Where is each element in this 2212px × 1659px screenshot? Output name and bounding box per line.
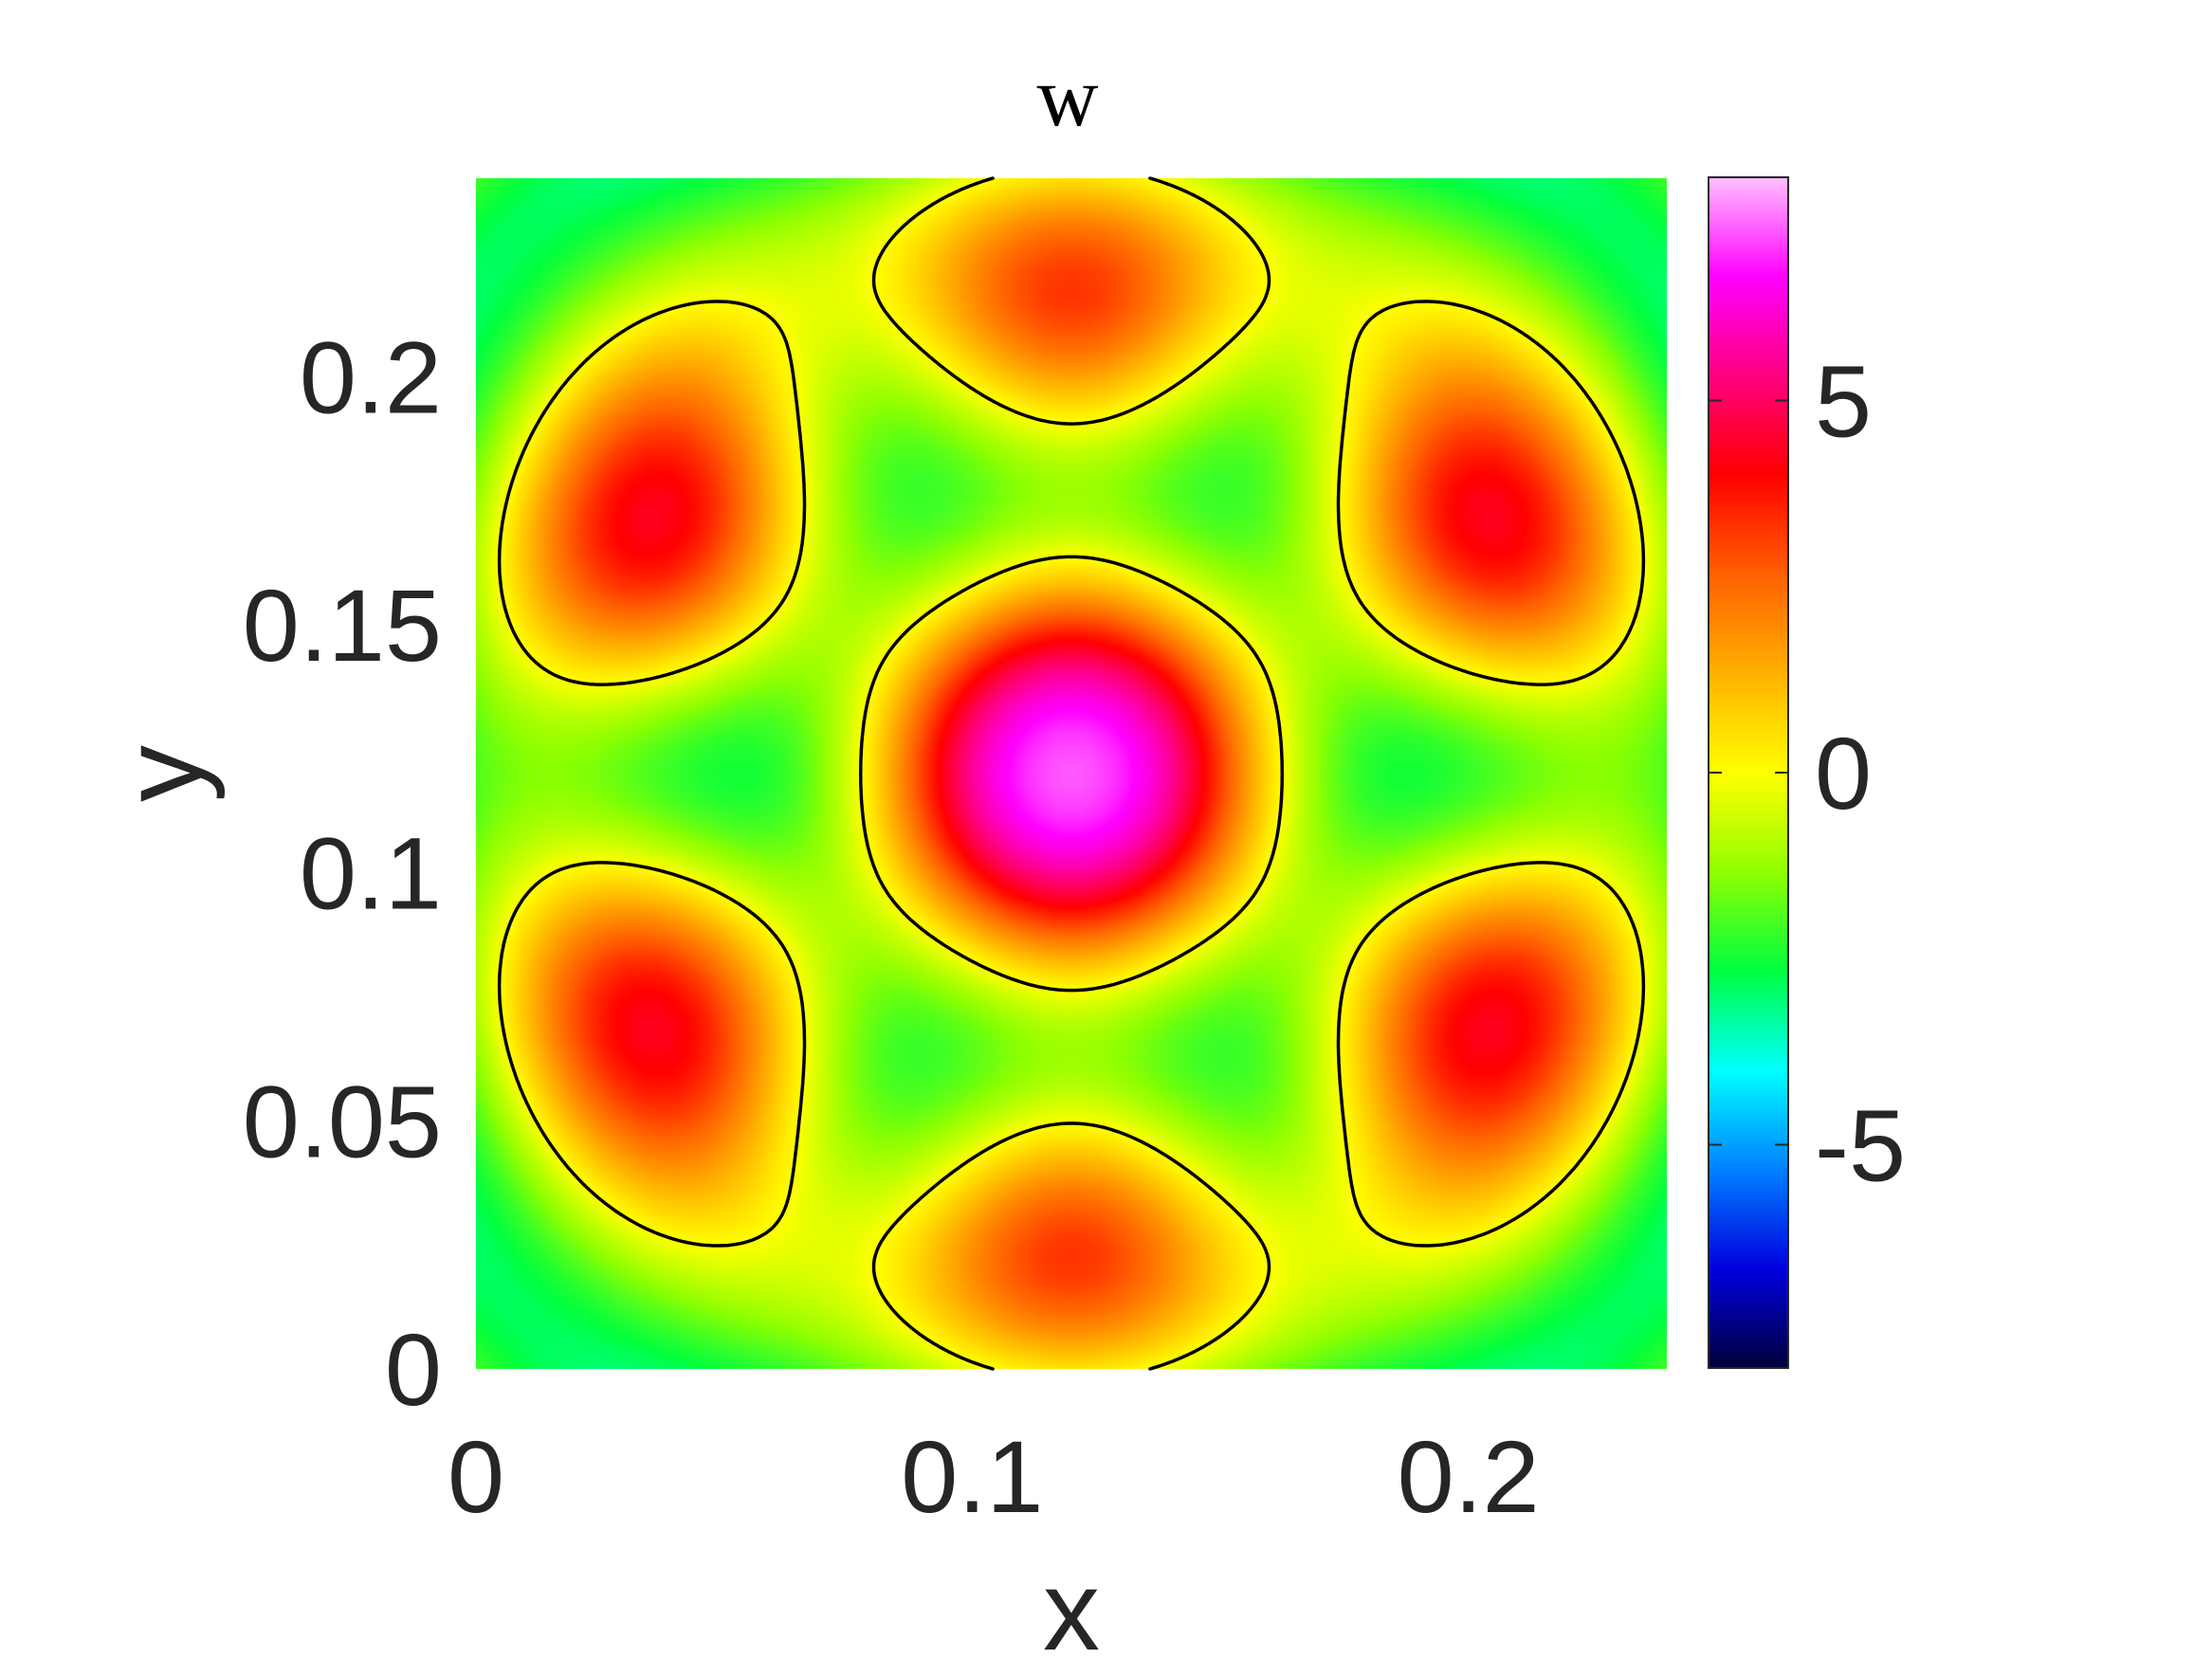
- colorbar-tick-label: 5: [1815, 344, 1872, 459]
- y-axis-ticks: 0 0.05 0.1 0.15 0.2: [243, 319, 442, 1427]
- plot-area: [476, 176, 1667, 1371]
- x-axis-ticks: 0 0.1 0.2: [448, 1419, 1540, 1534]
- y-tick-label: 0.05: [243, 1064, 442, 1178]
- colorbar-tick-label: -5: [1815, 1088, 1906, 1203]
- x-tick-label: 0.2: [1398, 1419, 1540, 1534]
- colorbar-tick-label: 0: [1815, 716, 1872, 830]
- zero-contour-line: [497, 176, 1646, 1371]
- y-tick-label: 0.2: [300, 319, 442, 434]
- x-tick-label: 0.1: [901, 1419, 1043, 1534]
- colorbar: -5 0 5: [1708, 176, 1906, 1369]
- x-axis-label: x: [1043, 1547, 1100, 1659]
- y-tick-label: 0: [385, 1312, 442, 1427]
- colorbar-ticks: -5 0 5: [1709, 344, 1906, 1203]
- y-axis-label: y: [99, 745, 226, 802]
- y-tick-label: 0.15: [243, 568, 442, 683]
- x-tick-label: 0: [448, 1419, 504, 1534]
- heatmap-image: [476, 178, 1667, 1369]
- chart-title: w: [1037, 50, 1099, 144]
- zero-contour-layer: [497, 176, 1646, 1371]
- y-tick-label: 0.1: [300, 816, 442, 931]
